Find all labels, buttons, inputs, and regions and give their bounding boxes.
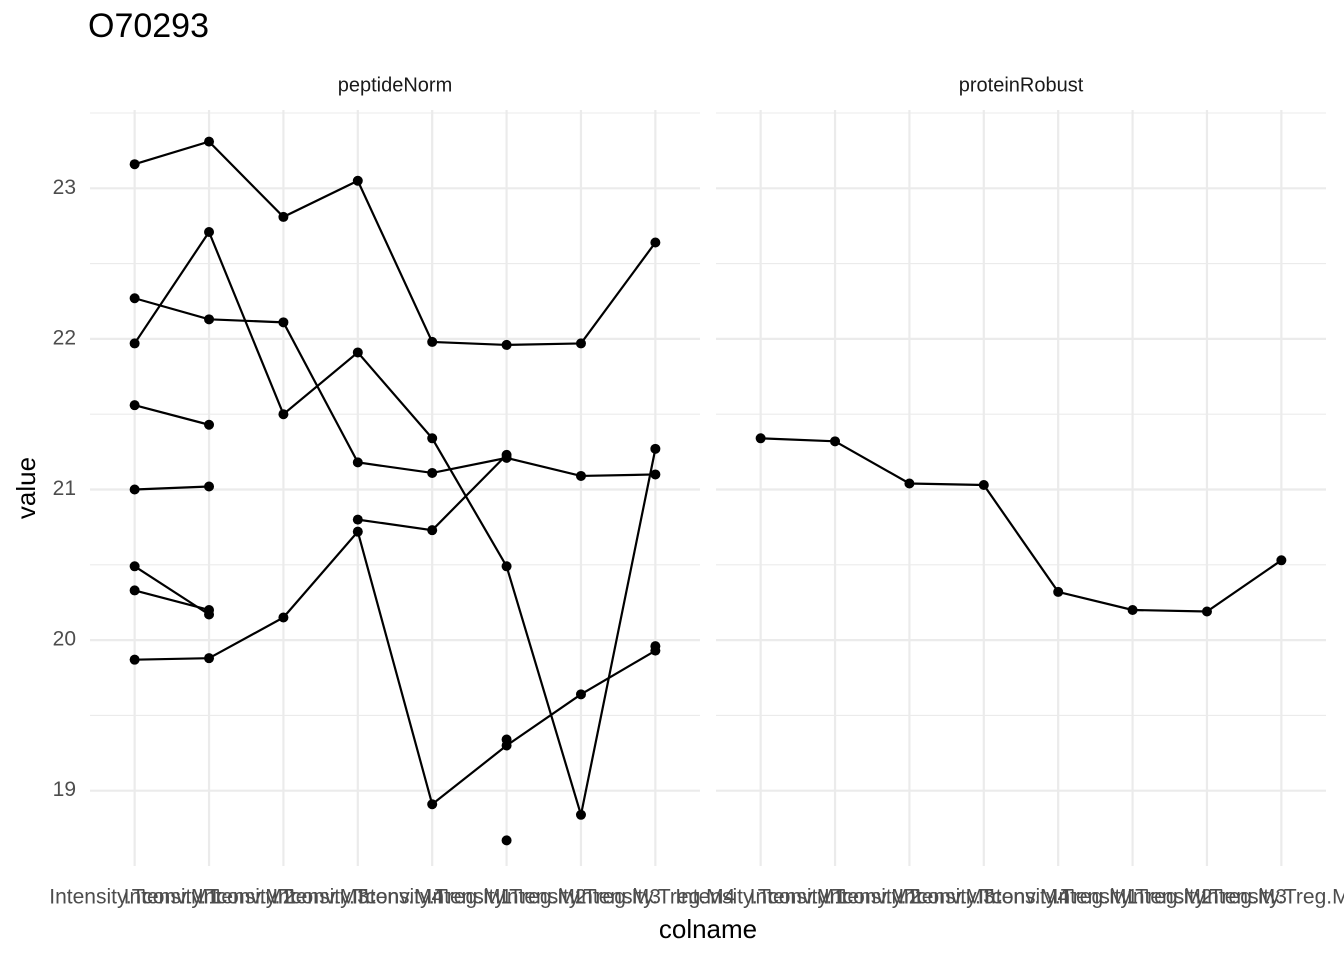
point: [650, 469, 661, 480]
facet-label: peptideNorm: [338, 74, 453, 96]
x-tick-label: Intensity.Treg.M2: [1053, 886, 1213, 909]
y-tick-label: 20: [53, 628, 76, 651]
point: [427, 433, 438, 444]
point: [352, 175, 363, 186]
point: [278, 317, 289, 328]
x-tick-label: Intensity.Tconv.M1: [49, 886, 220, 909]
point: [278, 612, 289, 623]
point: [129, 484, 140, 495]
x-tick-label: Intensity.Treg.M3: [501, 886, 661, 909]
point: [978, 479, 989, 490]
point: [204, 314, 215, 325]
point: [575, 338, 586, 349]
y-axis-title: value: [11, 457, 41, 519]
line: [134, 297, 656, 478]
point: [1276, 555, 1287, 566]
x-tick-label: Intensity.Tconv.M3: [824, 886, 995, 909]
point: [204, 419, 215, 430]
x-tick-label: Intensity.Tconv.M4: [272, 886, 443, 909]
x-tick-label: Intensity.Treg.M2: [427, 886, 587, 909]
line: [134, 589, 210, 612]
point: [204, 604, 215, 615]
x-tick-label: Intensity.Tconv.M2: [750, 886, 921, 909]
point: [129, 338, 140, 349]
point: [1053, 586, 1064, 597]
chart-title: O70293: [88, 7, 209, 45]
point: [204, 481, 215, 492]
x-axis-title: colname: [659, 914, 757, 944]
x-tick-label: Intensity.Tconv.M4: [898, 886, 1069, 909]
line: [134, 140, 657, 347]
point: [650, 443, 661, 454]
point: [427, 336, 438, 347]
point: [501, 835, 512, 846]
point: [129, 585, 140, 596]
y-tick-label: 22: [53, 326, 76, 349]
point: [204, 136, 215, 147]
x-tick-label: Intensity.Tconv.M2: [124, 886, 295, 909]
line: [134, 404, 210, 426]
point: [204, 653, 215, 664]
line: [134, 485, 210, 491]
point: [650, 641, 661, 652]
y-tick-label: 21: [53, 477, 76, 500]
point: [278, 409, 289, 420]
x-tick-label: Intensity.Treg.M1: [978, 886, 1138, 909]
point: [427, 467, 438, 478]
line: [134, 529, 656, 807]
point: [501, 561, 512, 572]
point: [129, 561, 140, 572]
point: [1201, 606, 1212, 617]
point: [129, 293, 140, 304]
line: [133, 229, 657, 816]
point: [501, 339, 512, 350]
y-tick-label: 19: [53, 778, 76, 801]
point: [904, 478, 915, 489]
point: [427, 799, 438, 810]
point: [129, 400, 140, 411]
point: [830, 436, 841, 447]
point: [650, 237, 661, 248]
point: [575, 689, 586, 700]
facet-label: proteinRobust: [959, 74, 1084, 96]
point: [1127, 604, 1138, 615]
point: [204, 226, 215, 237]
line: [760, 437, 1282, 613]
point: [278, 211, 289, 222]
point: [755, 433, 766, 444]
point: [352, 457, 363, 468]
point: [352, 347, 363, 358]
point: [575, 809, 586, 820]
x-tick-label: Intensity.Treg.M3: [1127, 886, 1287, 909]
point: [129, 159, 140, 170]
point: [352, 526, 363, 537]
point: [575, 470, 586, 481]
point: [427, 525, 438, 536]
x-tick-label: Intensity.Treg.M4: [575, 886, 735, 909]
x-tick-label: Intensity.Tconv.M1: [675, 886, 846, 909]
point: [501, 449, 512, 460]
point: [501, 734, 512, 745]
x-tick-label: Intensity.Tconv.M3: [198, 886, 369, 909]
point: [352, 514, 363, 525]
y-tick-label: 23: [53, 176, 76, 199]
x-tick-label: Intensity.Treg.M4: [1201, 886, 1344, 909]
x-tick-label: Intensity.Treg.M1: [352, 886, 512, 909]
point: [129, 654, 140, 665]
